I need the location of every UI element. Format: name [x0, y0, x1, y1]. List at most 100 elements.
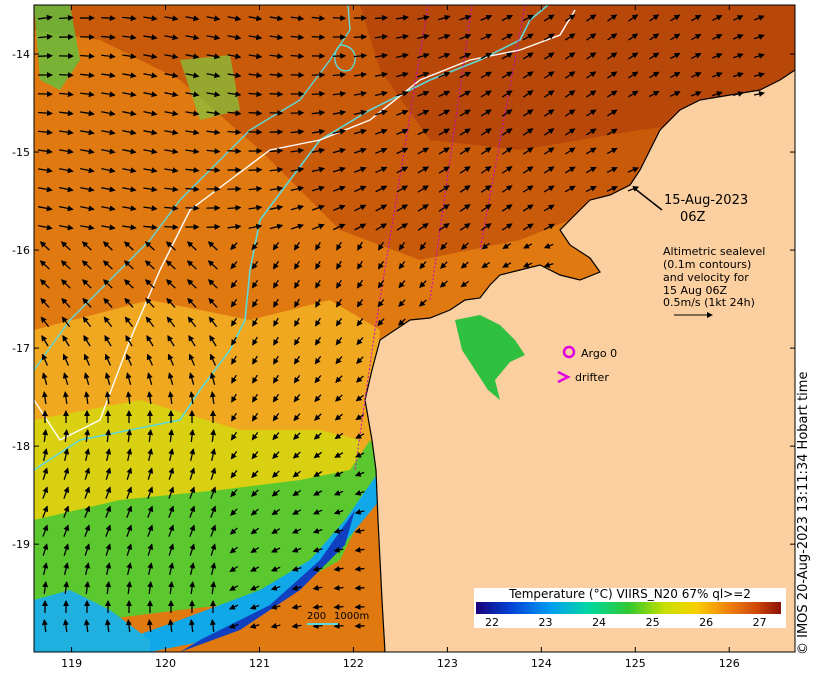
- velocity-arrow: [210, 562, 217, 575]
- velocity-arrow: [230, 298, 238, 308]
- velocity-arrow: [586, 52, 597, 60]
- latitude-axis: -14 -15 -16 -17 -18 -19: [12, 48, 795, 551]
- velocity-arrow: [83, 335, 91, 347]
- velocity-arrow: [294, 298, 300, 308]
- velocity-arrow: [185, 148, 200, 155]
- velocity-arrow: [522, 166, 534, 174]
- velocity-arrow: [105, 486, 112, 499]
- velocity-arrow: [206, 148, 221, 155]
- velocity-arrow: [459, 109, 471, 117]
- velocity-arrow: [185, 186, 200, 193]
- velocity-arrow: [42, 581, 49, 595]
- velocity-arrow: [63, 543, 70, 556]
- velocity-arrow: [272, 241, 280, 251]
- velocity-arrow: [60, 260, 71, 270]
- velocity-arrow: [122, 34, 137, 41]
- velocity-arrow: [60, 241, 71, 251]
- velocity-arrow: [143, 34, 158, 41]
- velocity-arrow: [105, 543, 112, 556]
- velocity-arrow: [332, 90, 347, 97]
- velocity-arrow: [607, 71, 618, 79]
- velocity-arrow: [59, 72, 74, 79]
- velocity-arrow: [711, 91, 723, 97]
- velocity-arrow: [417, 14, 430, 21]
- velocity-arrow: [209, 619, 216, 633]
- velocity-arrow: [753, 91, 765, 97]
- velocity-arrow: [565, 90, 576, 98]
- velocity-arrow: [543, 71, 555, 79]
- velocity-arrow: [185, 53, 200, 60]
- velocity-arrow: [396, 109, 409, 116]
- velocity-arrow: [292, 528, 302, 534]
- velocity-arrow: [189, 429, 196, 443]
- velocity-arrow: [293, 355, 301, 365]
- velocity-arrow: [186, 260, 197, 270]
- velocity-arrow: [185, 205, 200, 212]
- velocity-arrow: [164, 224, 179, 231]
- velocity-arrow: [335, 337, 343, 346]
- velocity-arrow: [188, 372, 195, 385]
- velocity-arrow: [251, 489, 259, 497]
- velocity-arrow: [354, 527, 365, 534]
- velocity-arrow: [250, 566, 260, 572]
- velocity-arrow: [125, 353, 133, 366]
- velocity-arrow: [189, 467, 196, 480]
- velocity-arrow: [480, 33, 493, 41]
- velocity-arrow: [101, 110, 116, 117]
- velocity-arrow: [354, 546, 365, 553]
- velocity-arrow: [208, 297, 218, 308]
- velocity-arrow: [122, 129, 137, 136]
- velocity-arrow: [355, 413, 365, 421]
- velocity-arrow: [292, 470, 301, 478]
- velocity-arrow: [312, 546, 323, 553]
- velocity-arrow: [101, 34, 116, 41]
- velocity-arrow: [166, 316, 176, 328]
- velocity-arrow: [712, 34, 723, 40]
- velocity-arrow: [311, 185, 325, 192]
- velocity-arrow: [356, 356, 364, 364]
- velocity-arrow: [39, 241, 50, 251]
- velocity-arrow: [207, 241, 218, 251]
- velocity-arrow: [104, 372, 111, 385]
- velocity-arrow: [206, 53, 221, 60]
- velocity-arrow: [522, 52, 534, 60]
- velocity-arrow: [459, 71, 472, 79]
- velocity-arrow: [481, 261, 491, 269]
- velocity-arrow: [417, 185, 429, 193]
- velocity-arrow: [227, 53, 242, 60]
- velocity-arrow: [103, 297, 113, 308]
- colorbar: Temperature (°C) VIIRS_N20 67% ql>=2 22 2…: [474, 587, 786, 629]
- velocity-arrow: [143, 129, 158, 136]
- velocity-arrow: [586, 14, 597, 22]
- velocity-arrow: [83, 391, 90, 405]
- velocity-arrow: [396, 204, 409, 212]
- velocity-arrow: [607, 52, 618, 60]
- velocity-arrow: [292, 509, 302, 515]
- velocity-arrow: [271, 489, 280, 497]
- velocity-arrow: [754, 15, 765, 21]
- velocity-arrow: [41, 353, 49, 366]
- velocity-arrow: [83, 353, 91, 366]
- velocity-arrow: [164, 72, 179, 79]
- velocity-arrow: [145, 316, 155, 328]
- velocity-arrow: [649, 33, 660, 41]
- velocity-arrow: [565, 71, 576, 79]
- velocity-arrow: [378, 241, 384, 251]
- velocity-arrow: [273, 279, 279, 289]
- velocity-arrow: [374, 90, 388, 97]
- velocity-arrow: [38, 91, 53, 98]
- velocity-arrow: [480, 204, 492, 212]
- velocity-arrow: [311, 15, 326, 22]
- velocity-arrow: [104, 619, 111, 633]
- velocity-arrow: [480, 128, 492, 136]
- velocity-arrow: [63, 524, 70, 537]
- velocity-arrow: [501, 71, 513, 79]
- velocity-arrow: [732, 91, 744, 97]
- velocity-arrow: [543, 128, 555, 136]
- velocity-arrow: [273, 355, 279, 365]
- velocity-arrow: [125, 372, 132, 385]
- velocity-arrow: [230, 508, 238, 516]
- velocity-arrow: [273, 374, 279, 384]
- velocity-arrow: [311, 204, 325, 211]
- velocity-arrow: [396, 147, 409, 155]
